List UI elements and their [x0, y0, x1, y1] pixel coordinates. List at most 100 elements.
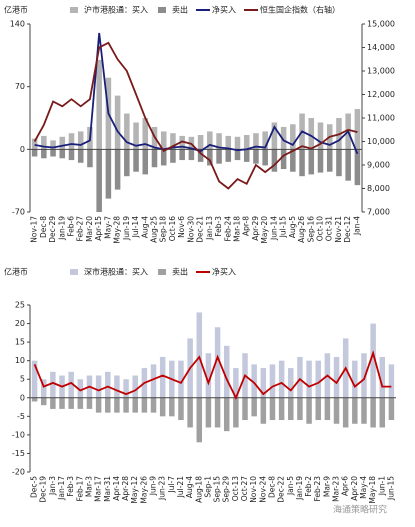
bar: [251, 364, 257, 398]
x-tick-label: Jun-15: [386, 476, 395, 501]
bar: [141, 397, 148, 413]
bar: [178, 360, 184, 398]
bar: [31, 397, 38, 402]
bar: [170, 149, 176, 163]
bar: [388, 364, 395, 398]
x-tick-label: Aug-4: [185, 476, 194, 498]
y-tick-label: 5: [20, 375, 25, 384]
bar: [379, 356, 386, 398]
bar: [159, 397, 166, 417]
bar: [290, 124, 296, 150]
bar: [123, 397, 129, 413]
bar: [124, 149, 130, 177]
x-tick-label: Dec-21: [196, 216, 205, 243]
x-tick-label: Jan-13: [205, 216, 214, 241]
bar: [169, 397, 175, 417]
bar: [50, 371, 56, 398]
bar: [59, 397, 65, 409]
bar: [142, 118, 149, 150]
x-tick-label: May-28: [113, 216, 122, 244]
x-tick-label: May-18: [368, 476, 377, 504]
bar: [41, 149, 47, 159]
x-tick-label: Jul-7: [167, 476, 176, 494]
x-tick-label: Apr-14: [112, 476, 121, 501]
bar: [216, 149, 222, 164]
x-tick-label: Mar-9: [322, 476, 331, 497]
legend-swatch: [70, 7, 78, 13]
y2-tick-label: 8,000: [367, 184, 390, 193]
x-tick-label: Aug-25: [150, 216, 159, 243]
bar: [352, 360, 358, 398]
bar: [242, 397, 248, 421]
bar: [77, 397, 84, 409]
bar: [336, 149, 342, 177]
bar: [160, 149, 167, 166]
x-tick-label: Sep-18: [159, 216, 168, 243]
legend-swatch: [158, 269, 166, 275]
bar: [159, 356, 166, 398]
y2-tick-label: 13,000: [367, 67, 395, 76]
x-tick-label: Aug-5: [288, 216, 297, 238]
bar: [132, 397, 138, 413]
x-tick-label: Sep-1: [203, 476, 212, 498]
bar: [234, 136, 241, 150]
bar: [271, 122, 278, 150]
bar: [31, 149, 38, 157]
y-tick-label: 15: [15, 338, 25, 347]
bar: [170, 133, 176, 150]
bar: [315, 397, 321, 421]
x-tick-label: Feb-17: [75, 476, 84, 502]
x-tick-label: Mar-20: [85, 216, 94, 242]
bar: [297, 397, 303, 421]
bar: [151, 149, 158, 168]
bar: [352, 397, 358, 424]
y-tick-label: -10: [12, 430, 25, 439]
bar: [271, 149, 278, 172]
bar: [262, 131, 268, 150]
bar: [342, 397, 349, 428]
bar: [40, 379, 47, 398]
y-axis-title: 亿港币: [4, 267, 28, 277]
x-tick-label: Mar-23: [332, 476, 341, 502]
bar: [306, 397, 312, 424]
bar: [114, 397, 120, 413]
bar: [59, 136, 66, 150]
bar: [260, 397, 267, 424]
x-tick-label: Apr-28: [121, 476, 130, 501]
bar: [361, 397, 367, 424]
chart: 亿港币 沪市港股通：买入 卖出 净买入 恒生国企指数（右轴） -70 0 70 140 7,000…: [4, 5, 395, 244]
bar: [379, 397, 386, 428]
x-tick-label: Mar-31: [103, 476, 112, 502]
x-tick-label: Dec-29: [48, 216, 57, 243]
bar: [317, 149, 324, 173]
y2-tick-label: 11,000: [367, 114, 395, 123]
series-line: [33, 41, 358, 190]
bar: [234, 149, 241, 161]
bar: [333, 356, 340, 398]
legend-label: 卖出: [172, 267, 188, 277]
bar: [345, 149, 351, 181]
bar: [253, 149, 259, 164]
legend-label: 净买入: [212, 5, 236, 15]
bar: [317, 122, 324, 150]
x-tick-label: Jun-1: [377, 476, 386, 496]
bar: [197, 149, 204, 162]
bar: [150, 364, 157, 398]
bar: [233, 397, 239, 428]
bar: [370, 323, 376, 398]
x-tick-label: Nov-21: [334, 216, 343, 243]
bar: [207, 149, 213, 166]
y-tick-label: 140: [10, 20, 25, 29]
x-tick-label: Jan-3: [48, 476, 57, 496]
bar: [197, 135, 204, 150]
bar: [142, 149, 149, 175]
bar: [68, 397, 74, 409]
x-tick-label: Jun-9: [149, 476, 158, 496]
x-tick-label: Jan-19: [57, 216, 66, 241]
bar: [86, 397, 93, 409]
y2-tick-label: 9,000: [367, 161, 390, 170]
x-tick-label: Feb-24: [223, 216, 232, 242]
y-tick-label: 10: [15, 356, 25, 365]
x-tick-label: Aug-4: [140, 216, 149, 238]
